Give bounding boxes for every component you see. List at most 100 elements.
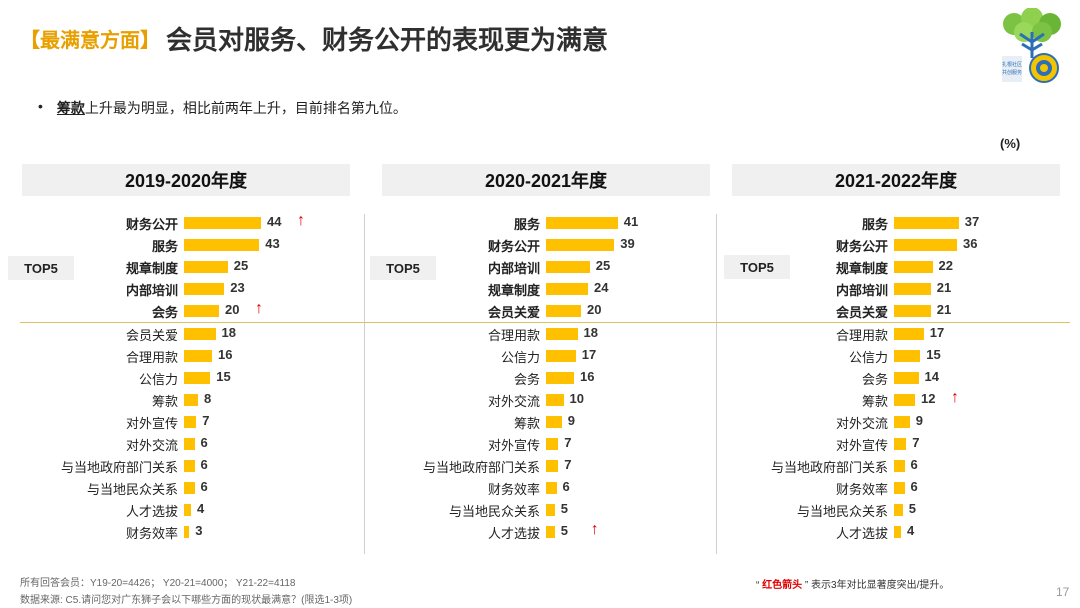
bar-value-label: 6 — [200, 457, 208, 473]
category-label: 规章制度 — [125, 261, 178, 277]
bar — [546, 217, 618, 229]
bar — [894, 305, 931, 318]
bar — [184, 371, 211, 384]
bar-value-label: 21 — [936, 302, 952, 318]
column-divider — [716, 214, 717, 554]
category-label: 与当地政府部门关系 — [422, 460, 540, 476]
bar-value-label: 10 — [569, 390, 584, 406]
footnote-sample: 所有回答会员：Y19-20=4426； Y20-21=4000； Y21-22=… — [20, 578, 296, 589]
bar — [184, 283, 225, 296]
category-label: 内部培训 — [835, 283, 888, 299]
bar — [894, 239, 957, 252]
bar-value-label: 16 — [218, 346, 233, 362]
bar-value-label: 39 — [620, 236, 635, 252]
bar — [546, 393, 564, 406]
category-label: 财务公开 — [487, 239, 540, 255]
bar-value-label: 15 — [216, 368, 231, 384]
bar — [894, 393, 915, 406]
panel-title: 2021-2022年度 — [732, 164, 1060, 196]
bar-value-label: 16 — [580, 368, 595, 384]
bar-value-label: 44 — [267, 214, 282, 229]
category-label: 财务公开 — [835, 239, 888, 255]
bar-value-label: 24 — [594, 280, 609, 296]
bar — [894, 482, 905, 495]
column-divider — [364, 214, 365, 554]
category-label: 合理用款 — [835, 327, 888, 343]
bar-value-label: 6 — [910, 479, 918, 495]
bar-value-label: 5 — [908, 501, 916, 517]
chart-panel-2021-2022: 2021-2022年度 — [732, 164, 1060, 196]
category-label: 筹款 — [513, 415, 540, 431]
bar — [546, 239, 615, 252]
category-label: 会务 — [513, 371, 540, 387]
category-label: 对外宣传 — [125, 415, 178, 431]
top5-tag: TOP5 — [370, 256, 436, 280]
bar — [546, 327, 578, 340]
chart-panel-2020-2021: 2020-2021年度 — [382, 164, 710, 196]
panel-title: 2020-2021年度 — [382, 164, 710, 196]
bar-value-label: 37 — [964, 214, 980, 229]
category-label: 公信力 — [138, 371, 178, 387]
bar-value-label: 25 — [233, 258, 249, 274]
bar — [894, 438, 907, 450]
bar-value-label: 9 — [567, 412, 575, 428]
legend-rest: ” 表示3年对比显著度突出/提升。 — [804, 580, 950, 591]
bar-value-label: 18 — [583, 324, 598, 340]
bar-value-label: 41 — [623, 214, 639, 229]
svg-text:共创服务: 共创服务 — [1002, 69, 1022, 76]
bar-value-label: 8 — [204, 390, 212, 406]
bar-value-label: 18 — [221, 324, 236, 340]
bar — [894, 504, 903, 517]
bar-value-label: 20 — [587, 302, 602, 318]
category-label: 规章制度 — [835, 261, 888, 277]
top5-divider — [20, 322, 1070, 323]
bar — [894, 371, 919, 384]
category-label: 人才选拔 — [835, 526, 888, 542]
category-label: 公信力 — [848, 349, 888, 365]
bar — [546, 305, 581, 318]
svg-text:扎根社区: 扎根社区 — [1002, 61, 1022, 68]
bar-value-label: 7 — [912, 435, 920, 450]
bar — [546, 504, 555, 517]
bar-value-label: 3 — [195, 523, 203, 539]
bar — [894, 261, 933, 274]
bar — [184, 349, 212, 362]
up-arrow-icon: ↑ — [951, 388, 959, 406]
page-title: 【最满意方面】 会员对服务、财务公开的表现更为满意 — [20, 20, 608, 56]
legend-red-text: 红色箭头 — [762, 580, 803, 591]
category-label: 与当地政府部门关系 — [770, 460, 888, 476]
bar-value-label: 9 — [915, 412, 923, 428]
bar — [184, 415, 197, 428]
bar — [546, 349, 576, 362]
category-label: 与当地民众关系 — [448, 504, 540, 520]
category-label: 财务效率 — [835, 482, 888, 498]
category-label: 对外交流 — [487, 393, 540, 409]
bar-value-label: 22 — [938, 258, 953, 274]
category-label: 会员关爱 — [835, 305, 888, 321]
category-label: 财务公开 — [125, 217, 178, 232]
category-label: 筹款 — [151, 393, 178, 409]
bar-value-label: 14 — [924, 368, 939, 384]
footnote-source: 数据来源: C5.请问您对广东狮子会以下哪些方面的现状最满意？(限选1-3项) — [20, 595, 353, 606]
category-label: 服务 — [513, 217, 540, 232]
bar-value-label: 6 — [200, 435, 208, 450]
top5-tag: TOP5 — [724, 255, 790, 279]
bar — [184, 526, 190, 539]
bar — [184, 327, 216, 340]
bullet-text: 上升最为明显，相比前两年上升，目前排名第九位。 — [84, 100, 407, 116]
bar — [546, 415, 562, 428]
category-label: 内部培训 — [125, 283, 178, 299]
category-label: 服务 — [861, 217, 888, 232]
category-label: 财务效率 — [125, 526, 178, 542]
title-main: 会员对服务、财务公开的表现更为满意 — [166, 24, 609, 55]
category-label: 合理用款 — [125, 349, 178, 365]
tree-lion-logo-icon: 扎根社区 共创服务 — [994, 7, 1070, 86]
bar-value-label: 5 — [560, 523, 568, 539]
bar — [894, 327, 924, 340]
category-label: 对外交流 — [125, 438, 178, 453]
category-label: 人才选拔 — [487, 526, 540, 542]
bar-value-label: 6 — [200, 479, 208, 495]
bar — [546, 371, 574, 384]
bar-value-label: 23 — [230, 280, 245, 296]
bar-value-label: 5 — [560, 501, 568, 517]
